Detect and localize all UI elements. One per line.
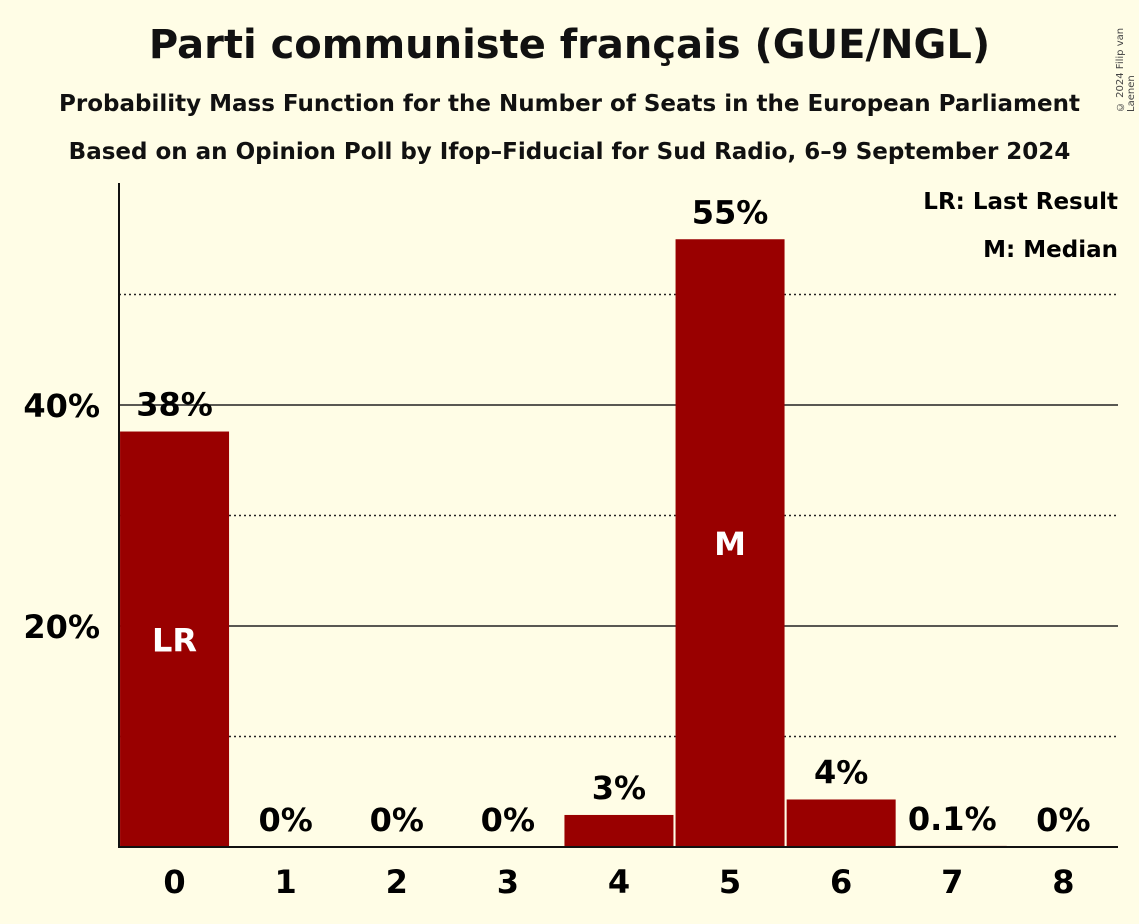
- bar-0: [120, 431, 230, 847]
- value-label: 4%: [814, 753, 868, 791]
- value-label: 55%: [692, 193, 769, 231]
- x-tick-label: 8: [1052, 863, 1074, 901]
- value-label: 38%: [136, 386, 213, 424]
- value-label: 0%: [258, 801, 312, 839]
- x-tick-label: 6: [830, 863, 852, 901]
- x-tick-label: 7: [941, 863, 963, 901]
- axes-group: [118, 183, 1118, 848]
- bars-group: [120, 239, 1007, 847]
- chart-title: Parti communiste français (GUE/NGL): [148, 22, 991, 68]
- legend-last-result: LR: Last Result: [923, 189, 1118, 215]
- chart-subtitle: Probability Mass Function for the Number…: [59, 91, 1080, 117]
- bar-5: [675, 239, 785, 847]
- bar-6: [786, 799, 896, 847]
- value-label: 3%: [592, 769, 646, 807]
- bar-marker-m: M: [714, 525, 746, 563]
- value-label: 0%: [481, 801, 535, 839]
- x-tick-label: 2: [386, 863, 408, 901]
- bar-4: [564, 814, 674, 847]
- value-label: 0.1%: [908, 800, 997, 838]
- bar-marker-lr: LR: [152, 621, 197, 659]
- x-tick-label: 0: [163, 863, 185, 901]
- x-tick-label: 5: [719, 863, 741, 901]
- chart-source-note: Based on an Opinion Poll by Ifop–Fiducia…: [68, 139, 1071, 165]
- x-tick-label: 3: [497, 863, 519, 901]
- value-label: 0%: [1036, 801, 1090, 839]
- x-tick-label: 4: [608, 863, 630, 901]
- legend-median: M: Median: [983, 237, 1118, 263]
- value-label: 0%: [370, 801, 424, 839]
- y-tick-label: 20%: [23, 608, 100, 646]
- gridlines: [119, 293, 1118, 738]
- x-tick-label: 1: [275, 863, 297, 901]
- y-tick-label: 40%: [23, 387, 100, 425]
